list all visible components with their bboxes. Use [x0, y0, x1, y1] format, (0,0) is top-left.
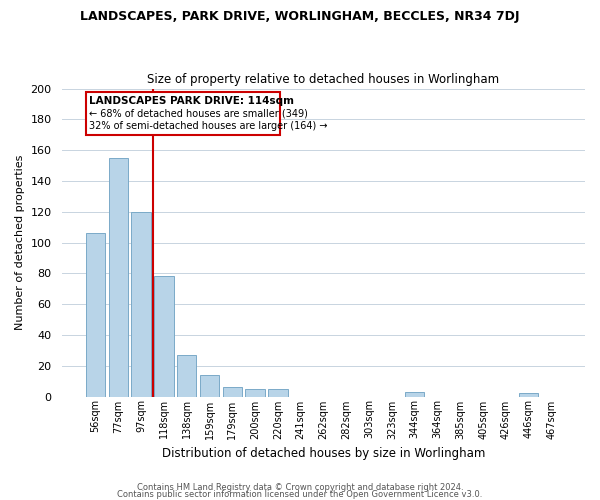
- Y-axis label: Number of detached properties: Number of detached properties: [15, 155, 25, 330]
- Bar: [268, 389, 287, 396]
- Title: Size of property relative to detached houses in Worlingham: Size of property relative to detached ho…: [148, 73, 500, 86]
- Bar: [245, 389, 265, 396]
- FancyBboxPatch shape: [86, 92, 280, 134]
- Bar: [177, 355, 196, 397]
- Text: Contains public sector information licensed under the Open Government Licence v3: Contains public sector information licen…: [118, 490, 482, 499]
- Bar: [154, 276, 173, 396]
- Bar: [405, 392, 424, 396]
- Text: LANDSCAPES PARK DRIVE: 114sqm: LANDSCAPES PARK DRIVE: 114sqm: [89, 96, 295, 106]
- Bar: [131, 212, 151, 396]
- X-axis label: Distribution of detached houses by size in Worlingham: Distribution of detached houses by size …: [162, 447, 485, 460]
- Bar: [519, 394, 538, 396]
- Bar: [200, 375, 219, 396]
- Bar: [86, 234, 105, 396]
- Text: Contains HM Land Registry data © Crown copyright and database right 2024.: Contains HM Land Registry data © Crown c…: [137, 484, 463, 492]
- Text: 32% of semi-detached houses are larger (164) →: 32% of semi-detached houses are larger (…: [89, 121, 328, 131]
- Bar: [223, 388, 242, 396]
- Bar: [109, 158, 128, 396]
- Text: LANDSCAPES, PARK DRIVE, WORLINGHAM, BECCLES, NR34 7DJ: LANDSCAPES, PARK DRIVE, WORLINGHAM, BECC…: [80, 10, 520, 23]
- Text: ← 68% of detached houses are smaller (349): ← 68% of detached houses are smaller (34…: [89, 108, 308, 118]
